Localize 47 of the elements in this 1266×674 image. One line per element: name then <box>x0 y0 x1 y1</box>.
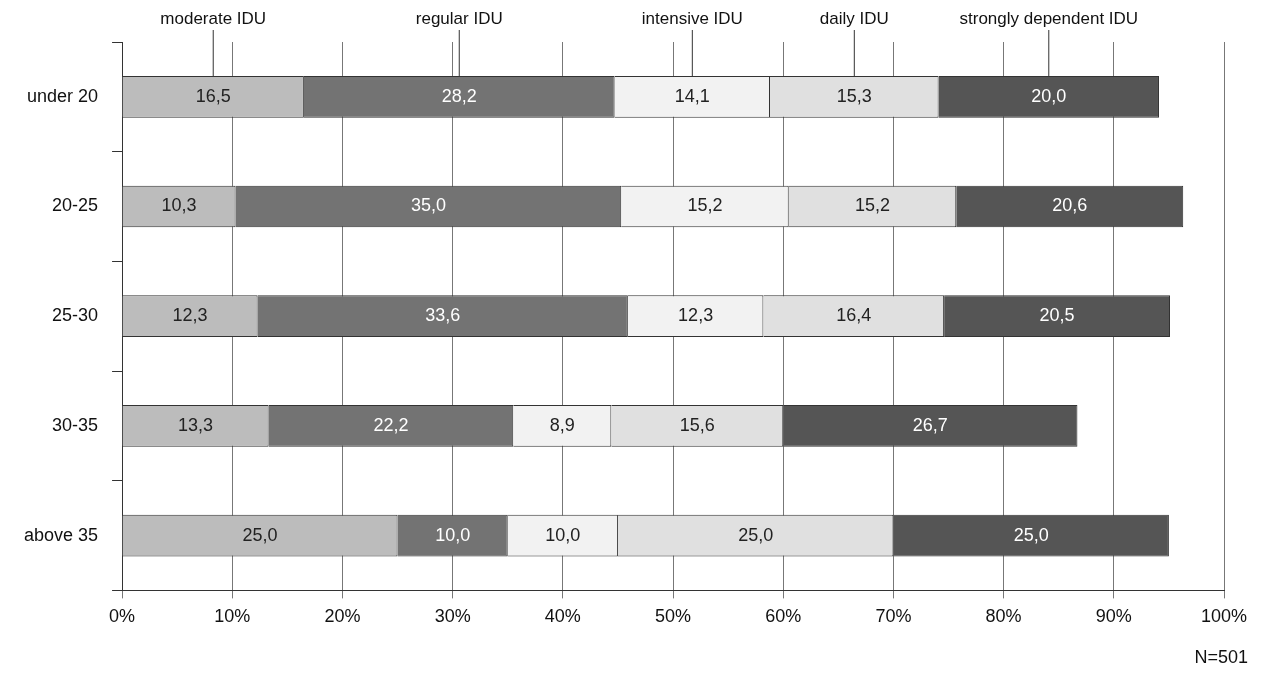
x-tick-label: 0% <box>109 606 136 627</box>
data-label: 15,6 <box>679 414 715 435</box>
data-label: 12,3 <box>678 305 714 326</box>
data-label: 33,6 <box>425 305 461 326</box>
x-tick-label: 70% <box>875 606 912 627</box>
data-label: 25,0 <box>242 524 278 545</box>
data-label: 13,3 <box>178 414 214 435</box>
y-tick-label: 20-25 <box>52 195 99 216</box>
x-tick-label: 80% <box>985 606 1022 627</box>
data-label: 20,5 <box>1039 305 1075 326</box>
x-tick-label: 40% <box>544 606 581 627</box>
x-tick-label: 90% <box>1095 606 1132 627</box>
text: intensive IDU <box>641 9 743 28</box>
data-label: 10,0 <box>545 524 581 545</box>
text: daily IDU <box>819 9 889 28</box>
data-label: 10,3 <box>161 195 197 216</box>
data-label: 26,7 <box>912 414 948 435</box>
x-tick-label: 60% <box>765 606 802 627</box>
data-label: 16,5 <box>195 85 231 106</box>
data-label: 8,9 <box>549 414 575 435</box>
y-tick-label: under 20 <box>27 85 99 106</box>
data-label: 22,2 <box>373 414 409 435</box>
data-label: 20,6 <box>1052 195 1088 216</box>
data-label: 28,2 <box>441 85 477 106</box>
data-label: 14,1 <box>674 85 710 106</box>
x-tick-label: 30% <box>434 606 471 627</box>
text: strongly dependent IDU <box>959 9 1139 28</box>
y-tick-label: above 35 <box>23 524 99 545</box>
text: moderate IDU <box>160 9 267 28</box>
data-label: 25,0 <box>738 524 774 545</box>
data-label: 15,2 <box>854 195 891 216</box>
data-label: 10,0 <box>435 524 471 545</box>
data-label: 25,0 <box>1013 524 1049 545</box>
x-tick-label: 20% <box>324 606 361 627</box>
data-label: 35,0 <box>410 195 446 216</box>
data-label: 12,3 <box>172 305 208 326</box>
text: regular IDU <box>415 9 503 28</box>
data-label: 15,3 <box>836 85 872 106</box>
x-tick-label: 10% <box>214 606 251 627</box>
y-tick-label: 25-30 <box>52 305 99 326</box>
text: N=501 <box>1194 647 1248 668</box>
x-tick-label: 100% <box>1200 606 1248 627</box>
data-label: 15,2 <box>687 195 723 216</box>
data-label: 20,0 <box>1031 85 1067 106</box>
data-label: 16,4 <box>836 305 872 326</box>
x-tick-label: 50% <box>655 606 692 627</box>
y-tick-label: 30-35 <box>52 414 99 435</box>
